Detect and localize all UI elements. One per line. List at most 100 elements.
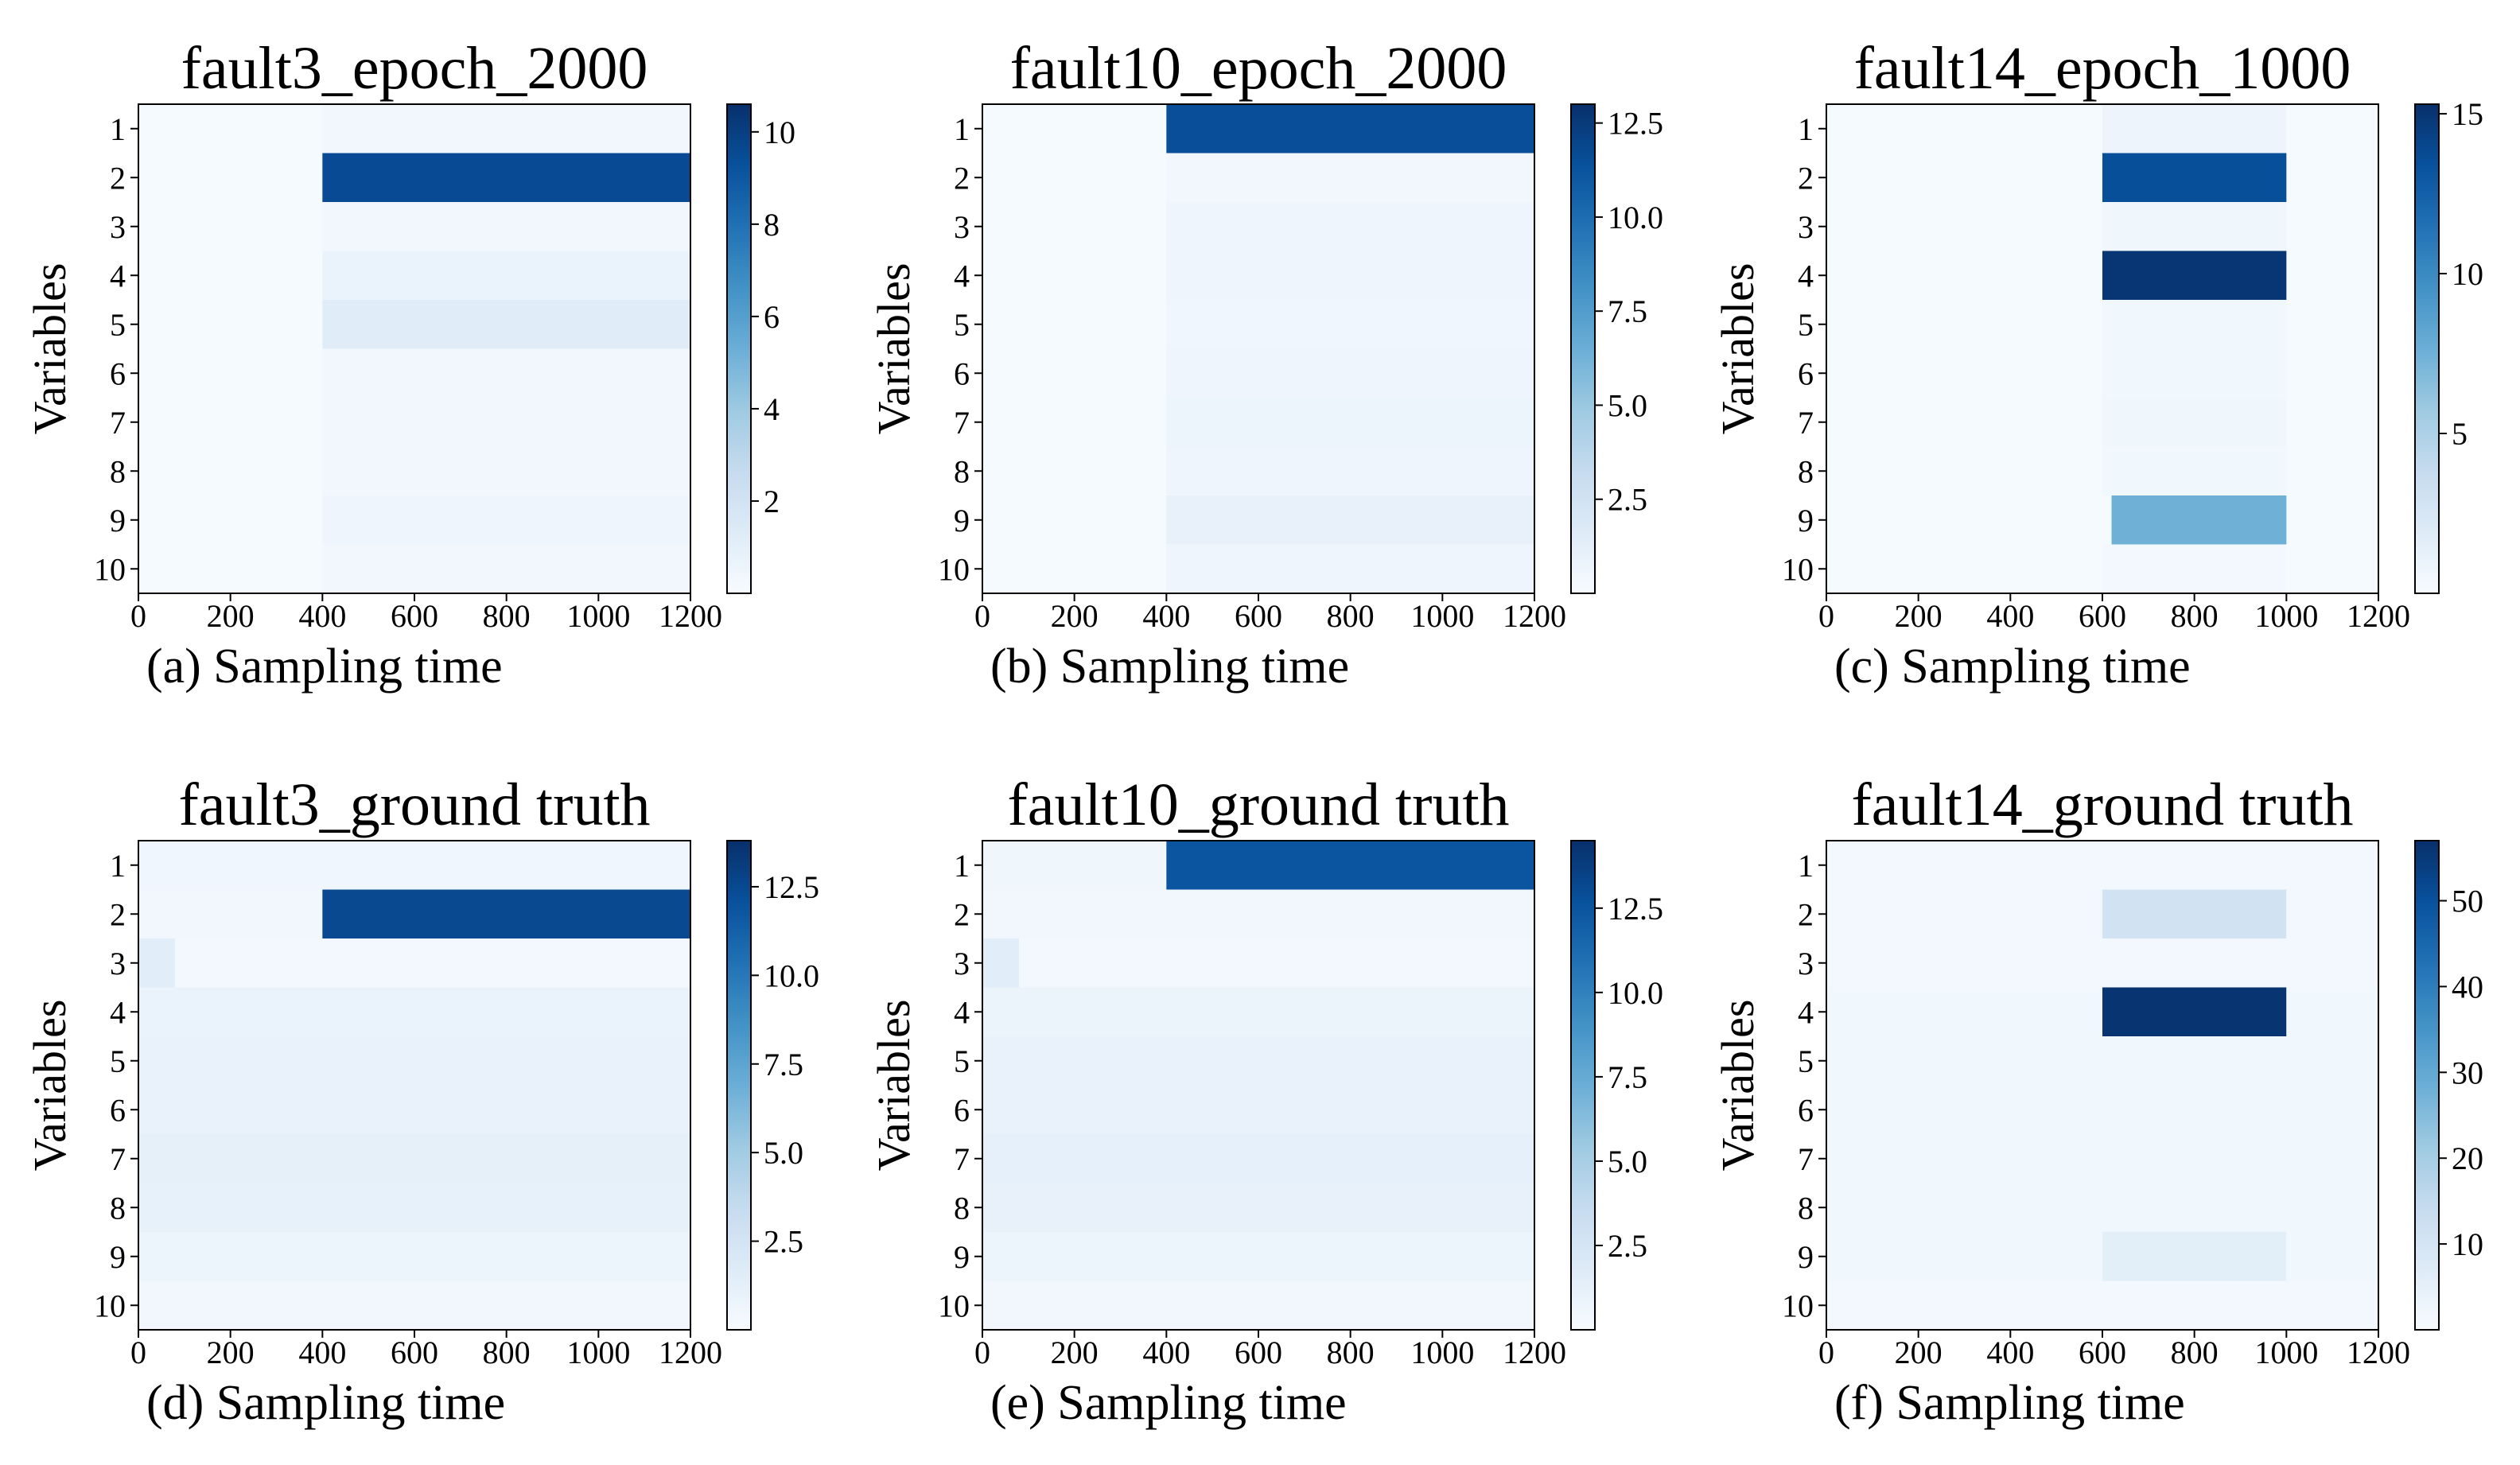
heatmap-cell xyxy=(2102,889,2287,938)
chart-title: fault3_ground truth xyxy=(178,771,650,838)
heatmap-cell xyxy=(138,1280,690,1330)
y-tick-label: 5 xyxy=(1798,1043,1814,1079)
y-tick-label: 8 xyxy=(1798,453,1814,489)
heatmap-cell xyxy=(1019,938,1534,988)
heatmap-cell xyxy=(1166,398,1534,447)
x-tick-label: 1000 xyxy=(566,1335,630,1370)
y-tick-label: 1 xyxy=(954,111,970,147)
colorbar-tick-label: 5.0 xyxy=(1608,387,1647,423)
y-tick-label: 4 xyxy=(1798,258,1814,293)
heatmap-cell xyxy=(138,1036,690,1086)
colorbar-tick-label: 10 xyxy=(2452,1226,2483,1262)
y-tick-label: 2 xyxy=(954,896,970,932)
chart-title: fault14_ground truth xyxy=(1851,771,2353,838)
heatmap-cell xyxy=(982,889,1534,938)
heatmap-panel: 0 200 400 600 800 1000 1200 1 2 3 4 5 6 7 8 9 10 fault14_… xyxy=(1712,35,2483,694)
y-tick-label: 6 xyxy=(1798,1092,1814,1128)
heatmap-cell xyxy=(322,300,690,349)
colorbar xyxy=(1570,840,1596,1331)
colorbar-tick-label: 12.5 xyxy=(1608,891,1663,927)
x-tick-label: 200 xyxy=(1895,1335,1942,1370)
x-tick-label: 600 xyxy=(1235,598,1282,634)
x-tick-label: 1200 xyxy=(2347,1335,2410,1370)
heatmap-cell xyxy=(2102,398,2287,447)
heatmap-cell xyxy=(1166,202,1534,251)
heatmap-cell xyxy=(138,1183,690,1232)
heatmap-cell xyxy=(138,1085,690,1134)
y-tick-label: 4 xyxy=(954,994,970,1030)
colorbar-tick-label: 12.5 xyxy=(764,869,819,905)
heatmap-cell xyxy=(322,544,690,593)
x-tick-label: 800 xyxy=(2171,598,2219,634)
colorbar-tick-label: 7.5 xyxy=(764,1047,803,1082)
x-tick-label: 400 xyxy=(1986,1335,2034,1370)
heatmap-cell xyxy=(322,495,690,545)
y-tick-label: 10 xyxy=(938,1288,970,1323)
heatmap-cell xyxy=(2102,300,2287,349)
colorbar xyxy=(1570,103,1596,594)
heatmap-cell xyxy=(2102,1232,2287,1281)
heatmap-cell xyxy=(2102,446,2287,495)
y-tick-label: 7 xyxy=(110,405,126,441)
y-tick-label: 4 xyxy=(954,258,970,293)
subfigure-caption: (d) Sampling time xyxy=(146,1376,505,1430)
heatmap-cell xyxy=(982,1183,1534,1232)
heatmap-cell xyxy=(1826,938,2378,988)
y-axis-label: Variables xyxy=(24,263,76,435)
y-axis-label: Variables xyxy=(1712,263,1764,435)
colorbar-tick-label: 12.5 xyxy=(1608,106,1663,142)
y-tick-label: 9 xyxy=(110,1239,126,1275)
chart-title: fault14_epoch_1000 xyxy=(1854,35,2351,102)
y-tick-label: 4 xyxy=(1798,994,1814,1030)
heatmap-cell xyxy=(322,251,690,300)
colorbar-tick-label: 2.5 xyxy=(1608,1228,1647,1264)
x-tick-label: 0 xyxy=(974,598,990,634)
x-tick-label: 600 xyxy=(2079,1335,2126,1370)
heatmap-cell xyxy=(2102,987,2287,1036)
heatmap-cell xyxy=(322,348,690,398)
heatmap-panel: 0 200 400 600 800 1000 1200 1 2 3 4 5 6 7 8 9 10 fault10_… xyxy=(868,35,1663,694)
y-tick-label: 8 xyxy=(110,1190,126,1226)
heatmap-cell xyxy=(1166,446,1534,495)
y-tick-label: 2 xyxy=(954,160,970,196)
heatmap-cell xyxy=(2102,202,2287,251)
heatmap-cell xyxy=(982,841,1167,890)
x-tick-label: 0 xyxy=(974,1335,990,1370)
x-tick-label: 200 xyxy=(207,1335,255,1370)
y-tick-label: 8 xyxy=(1798,1190,1814,1226)
y-tick-label: 3 xyxy=(954,209,970,245)
heatmap-panel: 0 200 400 600 800 1000 1200 1 2 3 4 5 6 7 8 9 10 fault3_e… xyxy=(24,35,795,694)
x-tick-label: 1000 xyxy=(1410,598,1474,634)
heatmap-panel: 0 200 400 600 800 1000 1200 1 2 3 4 5 6 7 8 9 10 fault10_… xyxy=(868,771,1663,1430)
x-tick-label: 0 xyxy=(1818,1335,1834,1370)
x-tick-label: 800 xyxy=(483,1335,531,1370)
colorbar xyxy=(726,103,752,594)
heatmap-cell xyxy=(2102,104,2287,153)
x-tick-label: 600 xyxy=(2079,598,2126,634)
heatmap-cell xyxy=(322,446,690,495)
y-axis-label: Variables xyxy=(868,1000,920,1172)
heatmap-cell xyxy=(2102,153,2287,202)
subfigure-caption: (c) Sampling time xyxy=(1834,639,2191,694)
heatmap-cell xyxy=(1166,300,1534,349)
x-tick-label: 1000 xyxy=(1410,1335,1474,1370)
heatmap-cell xyxy=(1166,841,1534,890)
y-tick-label: 5 xyxy=(110,307,126,343)
heatmap-cell xyxy=(982,1036,1534,1086)
y-tick-label: 8 xyxy=(954,1190,970,1226)
y-tick-label: 7 xyxy=(1798,405,1814,441)
y-tick-label: 3 xyxy=(110,946,126,981)
heatmap-cell xyxy=(322,398,690,447)
heatmap-cell xyxy=(982,1134,1534,1183)
heatmap-cell xyxy=(1826,987,2102,1036)
y-tick-label: 2 xyxy=(110,160,126,196)
chart-title: fault10_ground truth xyxy=(1007,771,1509,838)
colorbar-tick-label: 5.0 xyxy=(1608,1144,1647,1179)
colorbar-tick-label: 50 xyxy=(2452,884,2483,919)
y-tick-label: 5 xyxy=(954,1043,970,1079)
y-tick-label: 6 xyxy=(110,1092,126,1128)
heatmap-cell xyxy=(2286,987,2378,1036)
y-tick-label: 3 xyxy=(1798,946,1814,981)
heatmap-cell xyxy=(175,938,690,988)
chart-title: fault3_epoch_2000 xyxy=(181,35,648,102)
